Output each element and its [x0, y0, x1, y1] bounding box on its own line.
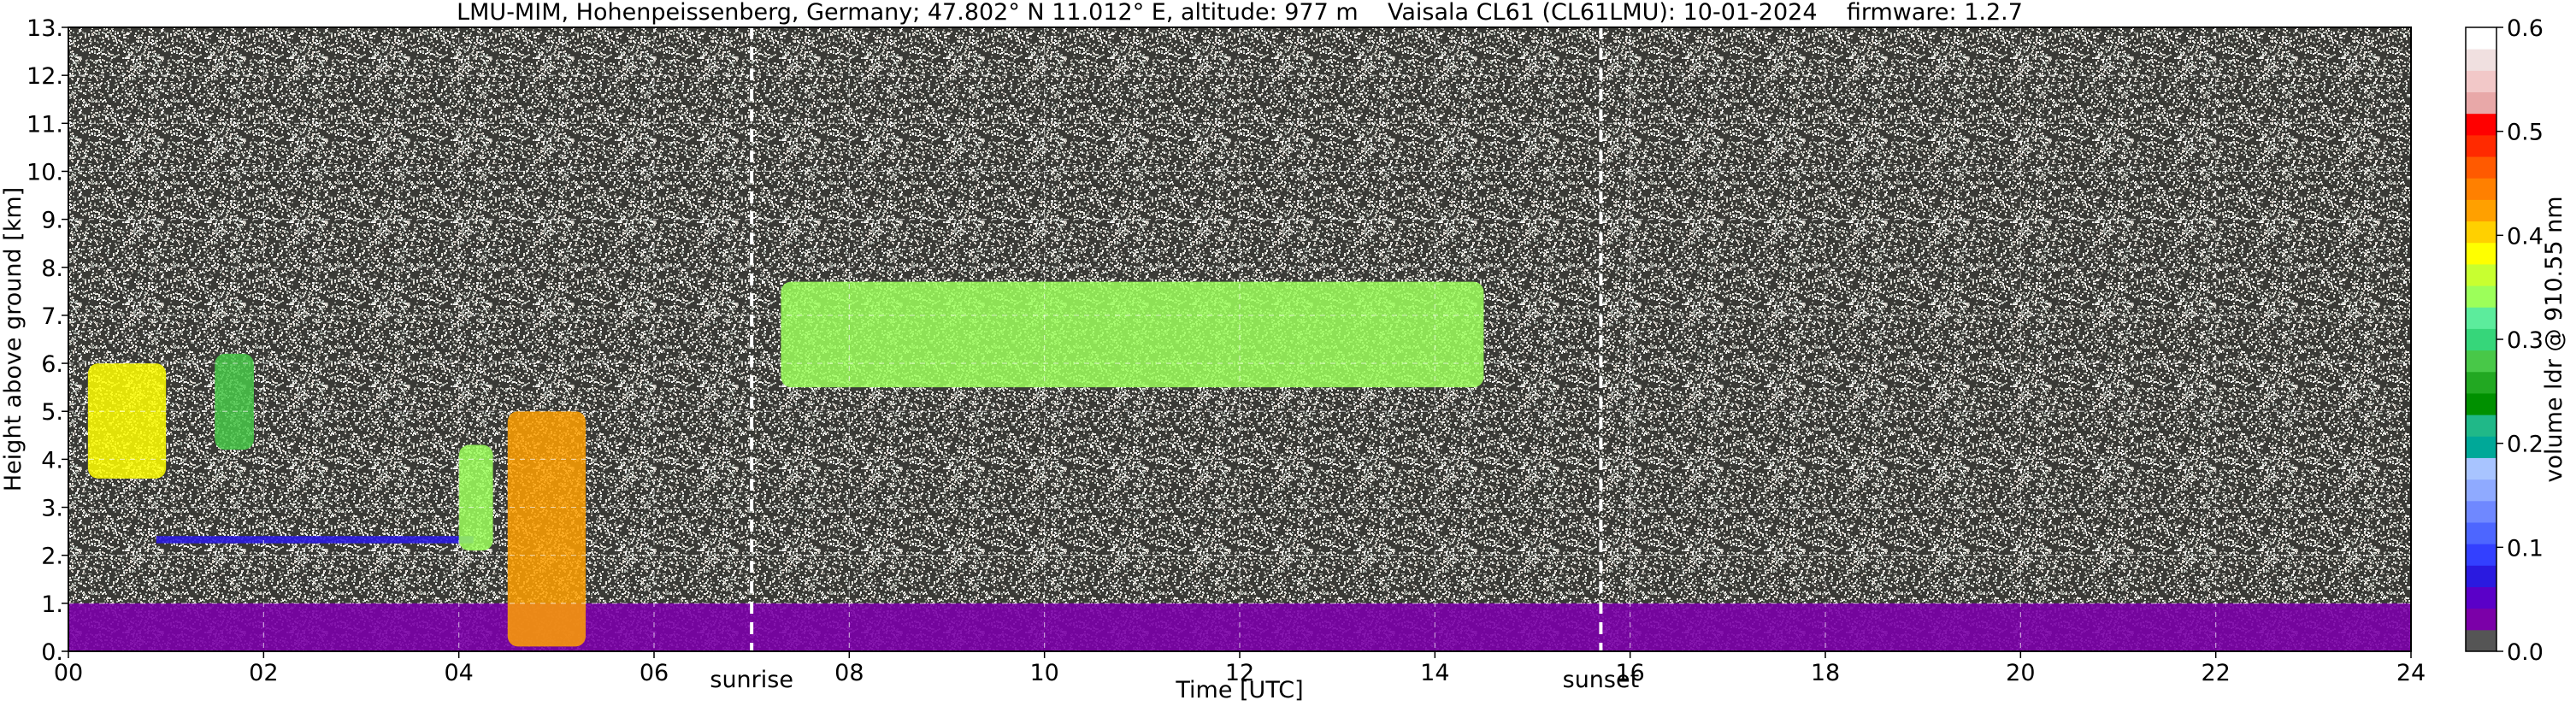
- colorbar-swatch: [2466, 608, 2496, 631]
- x-tick-label: 06: [640, 660, 669, 686]
- colorbar-swatch: [2466, 27, 2496, 50]
- chart-title: LMU-MIM, Hohenpeissenberg, Germany; 47.8…: [457, 0, 2023, 26]
- colorbar-label: volume ldr @ 910.55 nm: [2541, 197, 2567, 483]
- colorbar-tick-label: 0.3: [2507, 327, 2544, 354]
- x-tick-label: 14: [1420, 660, 1449, 686]
- y-tick-label: 0.: [41, 639, 63, 666]
- feature-cloud-2: [87, 363, 167, 479]
- x-tick-label: 22: [2201, 660, 2230, 686]
- feature-cloud-3: [215, 353, 254, 450]
- sunrise-label: sunrise: [710, 667, 793, 693]
- colorbar-swatch: [2466, 285, 2496, 308]
- colorbar-swatch: [2466, 500, 2496, 523]
- x-tick-label: 00: [54, 660, 83, 686]
- sun-event-lines: [750, 27, 1603, 651]
- colorbar-swatch: [2466, 457, 2496, 480]
- colorbar-swatch: [2466, 350, 2496, 373]
- colorbar-swatch: [2466, 134, 2496, 157]
- x-tick-label: 02: [249, 660, 278, 686]
- x-tick-label: 10: [1029, 660, 1058, 686]
- x-tick-label: 04: [444, 660, 473, 686]
- x-tick-label: 18: [1811, 660, 1840, 686]
- y-tick-label: 8.: [41, 256, 63, 282]
- colorbar: 0.0 0.1 0.2 0.3 0.4 0.5 0.6 volume ldr @ 910.5…: [2465, 15, 2567, 666]
- colorbar-tick-label: 0.6: [2507, 15, 2544, 42]
- colorbar-swatch: [2466, 629, 2496, 652]
- y-tick-label: 10.: [27, 159, 63, 185]
- colorbar-swatch: [2466, 521, 2496, 544]
- y-tick-label: 11.: [27, 111, 63, 138]
- x-tick-label: 08: [834, 660, 864, 686]
- colorbar-tick-label: 0.4: [2507, 223, 2544, 250]
- plot-area: [68, 26, 2412, 652]
- feature-cloud-6: [781, 281, 1484, 388]
- x-tick-label: 12: [1225, 660, 1254, 686]
- sunset-label: sunset: [1563, 667, 1640, 693]
- x-axis-label: Time [UTC]: [1175, 677, 1303, 703]
- colorbar-swatch: [2466, 113, 2496, 136]
- y-tick-label: 6.: [41, 351, 63, 378]
- colorbar-swatch: [2466, 586, 2496, 609]
- colorbar-swatch: [2466, 371, 2496, 394]
- colorbar-swatch: [2466, 156, 2496, 179]
- y-tick-label: 2.: [41, 544, 63, 570]
- colorbar-tick-label: 0.0: [2507, 639, 2544, 666]
- colorbar-swatch: [2466, 178, 2496, 200]
- sun-event-labels: sunrise sunset: [710, 667, 1639, 693]
- colorbar-swatch: [2466, 91, 2496, 115]
- y-tick-label: 13.: [27, 15, 63, 42]
- colorbar-swatch: [2466, 263, 2496, 286]
- colorbar-tick-label: 0.1: [2507, 535, 2544, 562]
- x-tick-label: 16: [1615, 660, 1644, 686]
- feature-cloud-5: [507, 411, 587, 647]
- colorbar-swatch: [2466, 415, 2496, 437]
- feature-cloud-4: [458, 444, 493, 551]
- y-tick-label: 12.: [27, 63, 63, 90]
- colorbar-swatch: [2466, 307, 2496, 329]
- x-tick-label: 20: [2006, 660, 2035, 686]
- y-axis-ticks: 0. 1. 2. 3. 4. 5. 6. 7. 8. 9. 10. 11. 12. 13.: [27, 15, 68, 666]
- colorbar-swatch: [2466, 221, 2496, 244]
- x-tick-label: 24: [2396, 660, 2426, 686]
- y-tick-label: 7.: [41, 303, 63, 330]
- colorbar-tick-label: 0.2: [2507, 432, 2544, 458]
- gridlines: [68, 26, 2412, 652]
- colorbar-swatches: [2466, 27, 2496, 652]
- colorbar-swatch: [2466, 565, 2496, 587]
- colorbar-tick-label: 0.5: [2507, 120, 2544, 146]
- y-tick-label: 9.: [41, 208, 63, 234]
- y-tick-label: 1.: [41, 591, 63, 618]
- feature-residual-layer-1: [156, 536, 474, 544]
- x-axis-ticks: 00 02 04 06 08 10 12 14 16 18 20 22 24: [54, 651, 2426, 686]
- colorbar-ticks: 0.0 0.1 0.2 0.3 0.4 0.5 0.6: [2496, 15, 2544, 666]
- colorbar-swatch: [2466, 479, 2496, 502]
- colorbar-swatch: [2466, 392, 2496, 415]
- y-tick-label: 4.: [41, 447, 63, 474]
- colorbar-swatch: [2466, 328, 2496, 351]
- colorbar-swatch: [2466, 242, 2496, 265]
- colorbar-swatch: [2466, 49, 2496, 71]
- colorbar-swatch: [2466, 436, 2496, 458]
- y-tick-label: 5.: [41, 399, 63, 426]
- colorbar-swatch: [2466, 70, 2496, 93]
- colorbar-swatch: [2466, 544, 2496, 566]
- colorbar-swatch: [2466, 199, 2496, 222]
- y-axis-label: Height above ground [km]: [0, 187, 27, 491]
- y-tick-label: 3.: [41, 496, 63, 522]
